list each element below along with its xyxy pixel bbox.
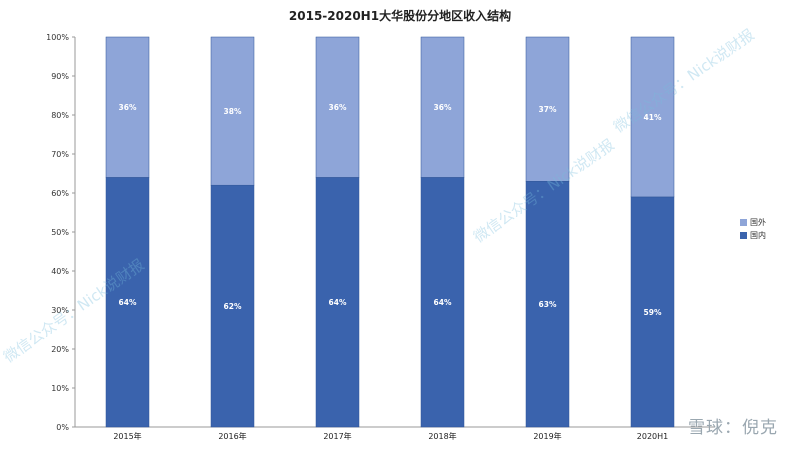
bar-segment-overseas: [630, 36, 675, 198]
data-label: 64%: [119, 298, 137, 307]
y-tick-label: 70%: [51, 150, 69, 159]
bar-segment-overseas: [315, 36, 360, 178]
legend-label: 国内: [750, 230, 766, 240]
bar-segment-overseas: [525, 36, 570, 182]
bar-segment-domestic: [105, 177, 150, 428]
brand-watermark: 雪球：倪克: [688, 418, 778, 438]
bar-segment-domestic: [525, 181, 570, 428]
legend-label: 国外: [750, 217, 766, 227]
x-axis: 2015年 2016年 2017年 2018年 2019年 2020H1: [75, 426, 715, 441]
data-label: 36%: [329, 103, 347, 112]
y-tick-label: 90%: [51, 72, 69, 81]
y-tick-label: 30%: [51, 306, 69, 315]
bar-segment-overseas: [420, 36, 465, 178]
bar-segment-overseas: [210, 36, 255, 186]
y-tick-label: 0%: [56, 423, 69, 432]
data-label: 38%: [224, 107, 242, 116]
data-label: 59%: [644, 308, 662, 317]
chart-title: 2015-2020H1大华股份分地区收入结构: [289, 8, 511, 23]
data-label: 36%: [119, 103, 137, 112]
x-tick-label: 2019年: [533, 431, 561, 441]
y-tick-label: 100%: [46, 33, 69, 42]
data-label: 64%: [329, 298, 347, 307]
data-label: 36%: [434, 103, 452, 112]
data-label: 62%: [224, 302, 242, 311]
y-tick-label: 10%: [51, 384, 69, 393]
data-label: 64%: [434, 298, 452, 307]
y-tick-label: 80%: [51, 111, 69, 120]
y-tick-label: 20%: [51, 345, 69, 354]
x-tick-label: 2016年: [218, 431, 246, 441]
x-tick-label: 2018年: [428, 431, 456, 441]
y-tick-label: 60%: [51, 189, 69, 198]
y-tick-label: 40%: [51, 267, 69, 276]
bar-segment-domestic: [315, 177, 360, 428]
bar-segment-domestic: [420, 177, 465, 428]
data-label: 41%: [644, 113, 662, 122]
bars: 64% 36% 62% 38% 64% 36% 64% 36% 63% 37% 59% 41%: [105, 36, 675, 428]
x-tick-label: 2020H1: [637, 432, 668, 441]
y-tick-label: 50%: [51, 228, 69, 237]
x-tick-label: 2017年: [323, 431, 351, 441]
data-label: 37%: [539, 105, 557, 114]
legend-swatch: [740, 232, 747, 239]
bar-segment-overseas: [105, 36, 150, 178]
y-axis: 0% 10% 20% 30% 40% 50% 60% 70% 80% 90% 100%: [46, 33, 76, 432]
data-label: 63%: [539, 300, 557, 309]
x-tick-label: 2015年: [113, 431, 141, 441]
legend-swatch: [740, 219, 747, 226]
bar-segment-domestic: [210, 184, 255, 428]
